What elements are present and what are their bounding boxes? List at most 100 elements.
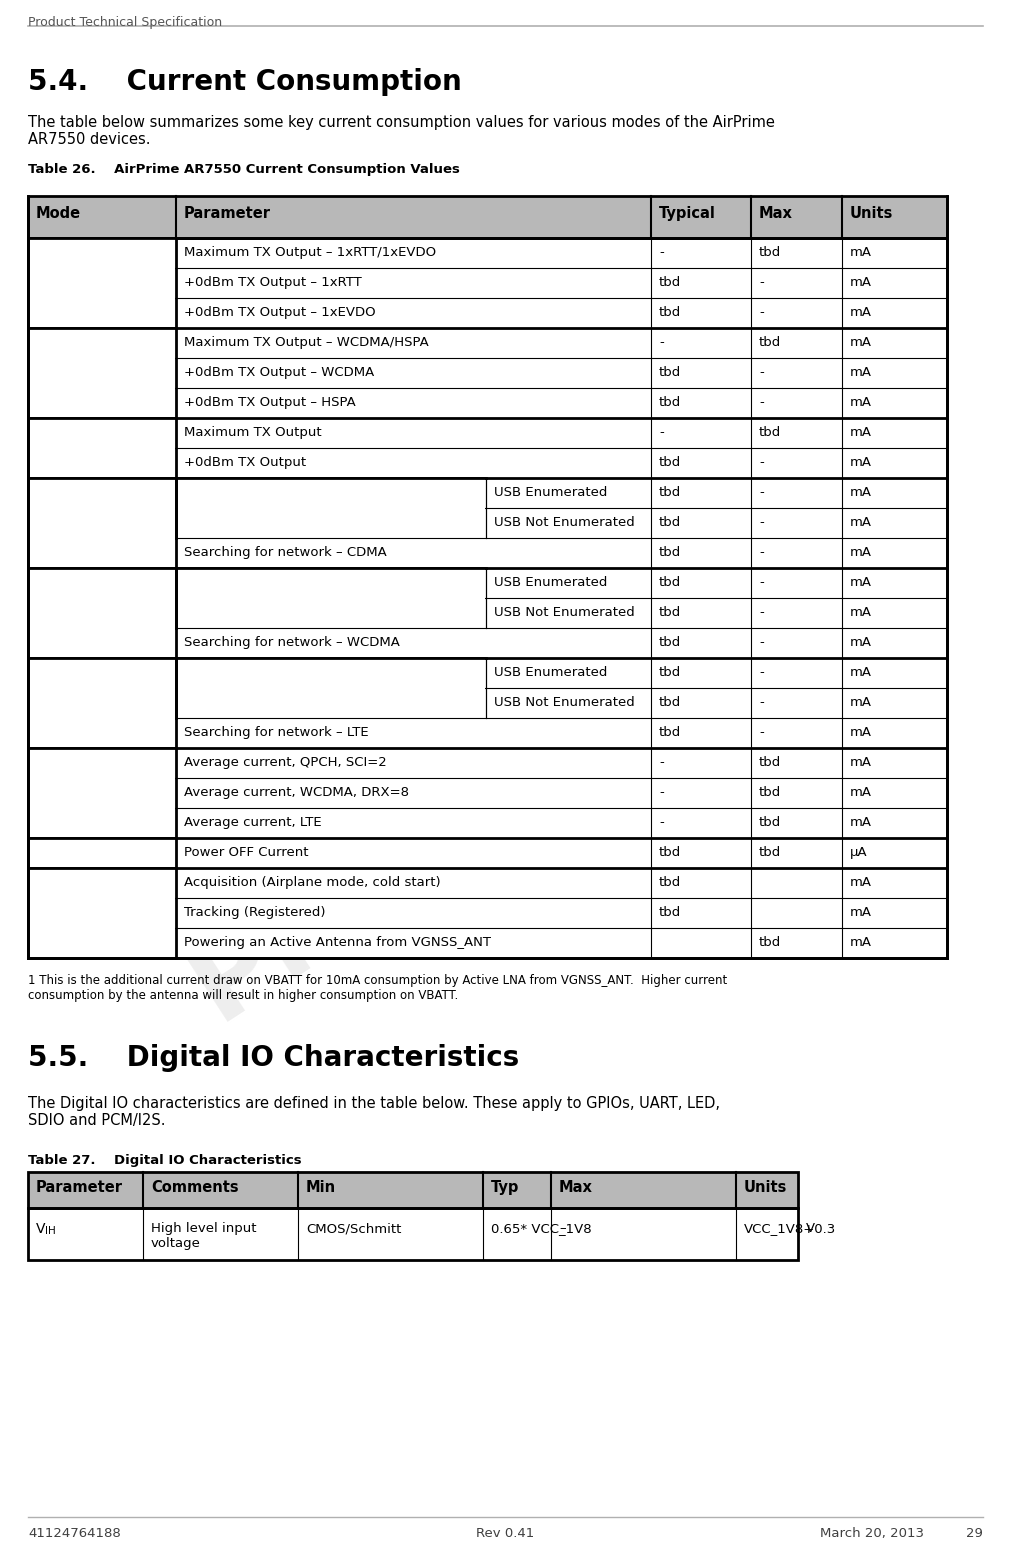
- Text: tbd: tbd: [659, 726, 681, 738]
- Text: Min: Min: [306, 1179, 336, 1195]
- Text: tbd: tbd: [759, 425, 782, 439]
- Bar: [29, 659, 175, 746]
- Bar: [177, 478, 485, 538]
- Text: +0dBm TX Output – 1xRTT: +0dBm TX Output – 1xRTT: [184, 276, 362, 288]
- Text: Idle – LTE: Idle – LTE: [36, 701, 97, 715]
- Text: Registered: Registered: [184, 597, 256, 609]
- Text: -: -: [659, 246, 664, 259]
- Text: -: -: [659, 816, 664, 829]
- Text: USB Not Enumerated: USB Not Enumerated: [494, 606, 635, 619]
- Text: High level input
voltage: High level input voltage: [151, 1221, 257, 1250]
- Text: Maximum TX Output – WCDMA/HSPA: Maximum TX Output – WCDMA/HSPA: [184, 337, 429, 349]
- Text: Units: Units: [744, 1179, 788, 1195]
- Text: tbd: tbd: [759, 337, 782, 349]
- Text: Typical: Typical: [659, 206, 716, 221]
- Text: mA: mA: [850, 276, 872, 288]
- Text: -: -: [759, 606, 763, 619]
- Text: 29: 29: [967, 1527, 983, 1539]
- Text: Idle – WCDMA: Idle – WCDMA: [36, 611, 128, 625]
- Text: mA: mA: [850, 425, 872, 439]
- Text: tbd: tbd: [759, 846, 782, 858]
- Text: tbd: tbd: [759, 936, 782, 949]
- Text: mA: mA: [850, 606, 872, 619]
- Text: tbd: tbd: [759, 756, 782, 770]
- Bar: [29, 329, 175, 418]
- Text: USB Not Enumerated: USB Not Enumerated: [494, 696, 635, 709]
- Text: On Call – LTE: On Call – LTE: [36, 447, 121, 460]
- Bar: [29, 840, 175, 866]
- Text: IH: IH: [45, 1226, 56, 1235]
- Text: The Digital IO characteristics are defined in the table below. These apply to GP: The Digital IO characteristics are defin…: [28, 1095, 720, 1128]
- Text: tbd: tbd: [659, 665, 681, 679]
- Text: tbd: tbd: [659, 636, 681, 650]
- Text: Powering an Active Antenna from VGNSS_ANT: Powering an Active Antenna from VGNSS_AN…: [184, 936, 491, 949]
- Text: -: -: [759, 516, 763, 530]
- Text: Mode: Mode: [36, 206, 81, 221]
- Text: tbd: tbd: [759, 816, 782, 829]
- Text: mA: mA: [850, 246, 872, 259]
- Bar: [29, 478, 175, 567]
- Text: Tracking (Registered): Tracking (Registered): [184, 907, 326, 919]
- Text: mA: mA: [850, 366, 872, 379]
- Text: mA: mA: [850, 726, 872, 738]
- Text: Parameter: Parameter: [184, 206, 271, 221]
- Text: tbd: tbd: [659, 276, 681, 288]
- Text: 41124764188: 41124764188: [28, 1527, 120, 1539]
- Text: -: -: [759, 576, 763, 589]
- Text: -: -: [759, 276, 763, 288]
- Text: March 20, 2013: March 20, 2013: [820, 1527, 924, 1539]
- Bar: [29, 419, 175, 477]
- Text: Max: Max: [559, 1179, 592, 1195]
- Text: tbd: tbd: [659, 696, 681, 709]
- Text: Rev 0.41: Rev 0.41: [476, 1527, 534, 1539]
- Text: 5.5.    Digital IO Characteristics: 5.5. Digital IO Characteristics: [28, 1044, 520, 1072]
- Text: -: -: [759, 486, 763, 499]
- Text: USB Enumerated: USB Enumerated: [494, 665, 608, 679]
- Text: tbd: tbd: [759, 785, 782, 799]
- Bar: [28, 196, 947, 238]
- Bar: [28, 1207, 798, 1260]
- Text: mA: mA: [850, 486, 872, 499]
- Text: On Call – WCDMA: On Call – WCDMA: [36, 371, 153, 385]
- Text: 5.4.    Current Consumption: 5.4. Current Consumption: [28, 69, 462, 97]
- Text: mA: mA: [850, 456, 872, 469]
- Text: Typ: Typ: [491, 1179, 520, 1195]
- Text: CMOS/Schmitt: CMOS/Schmitt: [306, 1221, 401, 1235]
- Text: tbd: tbd: [659, 516, 681, 530]
- Text: tbd: tbd: [659, 486, 681, 499]
- Bar: [177, 569, 485, 626]
- Text: mA: mA: [850, 636, 872, 650]
- Text: μA: μA: [850, 846, 867, 858]
- Text: -: -: [759, 366, 763, 379]
- Text: tbd: tbd: [659, 396, 681, 410]
- Text: mA: mA: [850, 305, 872, 319]
- Text: -: -: [659, 425, 664, 439]
- Text: The table below summarizes some key current consumption values for various modes: The table below summarizes some key curr…: [28, 115, 774, 148]
- Text: tbd: tbd: [659, 606, 681, 619]
- Text: Idle – CDMA: Idle – CDMA: [36, 522, 115, 534]
- Text: mA: mA: [850, 545, 872, 559]
- Text: mA: mA: [850, 337, 872, 349]
- Text: mA: mA: [850, 936, 872, 949]
- Text: tbd: tbd: [659, 846, 681, 858]
- Text: mA: mA: [850, 396, 872, 410]
- Text: mA: mA: [850, 516, 872, 530]
- Text: V: V: [36, 1221, 45, 1235]
- Text: -: -: [759, 696, 763, 709]
- Text: Searching for network – WCDMA: Searching for network – WCDMA: [184, 636, 400, 650]
- Text: Average current, WCDMA, DRX=8: Average current, WCDMA, DRX=8: [184, 785, 409, 799]
- Text: USB Enumerated: USB Enumerated: [494, 576, 608, 589]
- Text: VCC_1V8+0.3: VCC_1V8+0.3: [744, 1221, 836, 1235]
- Text: mA: mA: [850, 907, 872, 919]
- Text: mA: mA: [850, 665, 872, 679]
- Text: mA: mA: [850, 785, 872, 799]
- Text: -: -: [759, 665, 763, 679]
- Bar: [28, 1172, 798, 1207]
- Bar: [28, 238, 947, 958]
- Text: tbd: tbd: [659, 366, 681, 379]
- Text: mA: mA: [850, 816, 872, 829]
- Text: -: -: [759, 305, 763, 319]
- Text: +0dBm TX Output – 1xEVDO: +0dBm TX Output – 1xEVDO: [184, 305, 376, 319]
- Text: -: -: [759, 456, 763, 469]
- Bar: [29, 749, 175, 837]
